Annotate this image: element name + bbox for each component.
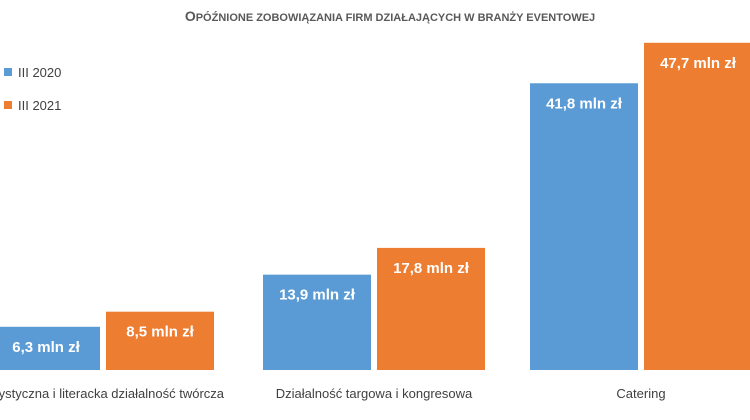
chart-title-rest: PÓŹNIONE ZOBOWIĄZANIA FIRM DZIAŁAJĄCYCH … [196, 11, 595, 24]
bar-2020-2 [530, 83, 638, 370]
legend-swatch-2021 [4, 101, 12, 109]
bar-2020-1 [263, 274, 371, 370]
legend-swatch-2020 [4, 68, 12, 76]
bars [0, 42, 750, 370]
data-label-2021-1: 17,8 mln zł [393, 260, 470, 277]
legend-label-2020: III 2020 [18, 65, 61, 80]
data-label-2021-2: 47,7 mln zł [660, 55, 737, 72]
category-labels: Artystyczna i literacka działalność twór… [0, 386, 666, 401]
category-label-2: Catering [616, 386, 665, 401]
data-label-2020-2: 41,8 mln zł [546, 95, 623, 112]
data-label-2020-0: 6,3 mln zł [12, 339, 80, 356]
bar-2020-0 [0, 326, 100, 370]
category-label-0: Artystyczna i literacka działalność twór… [0, 386, 225, 401]
data-label-2020-1: 13,9 mln zł [279, 287, 356, 304]
legend: III 2020 III 2021 [4, 65, 61, 113]
data-label-2021-0: 8,5 mln zł [126, 324, 194, 341]
chart-title: OPÓŹNIONE ZOBOWIĄZANIA FIRM DZIAŁAJĄCYCH… [185, 8, 595, 24]
category-label-1: Działalność targowa i kongresowa [276, 386, 473, 401]
data-labels: 6,3 mln zł 8,5 mln zł 13,9 mln zł 17,8 mln … [12, 55, 737, 356]
bar-2021-1 [377, 247, 485, 370]
chart-title-initial: O [185, 8, 196, 24]
bar-2021-2 [644, 42, 750, 370]
bar-2021-0 [106, 311, 214, 370]
legend-label-2021: III 2021 [18, 98, 61, 113]
